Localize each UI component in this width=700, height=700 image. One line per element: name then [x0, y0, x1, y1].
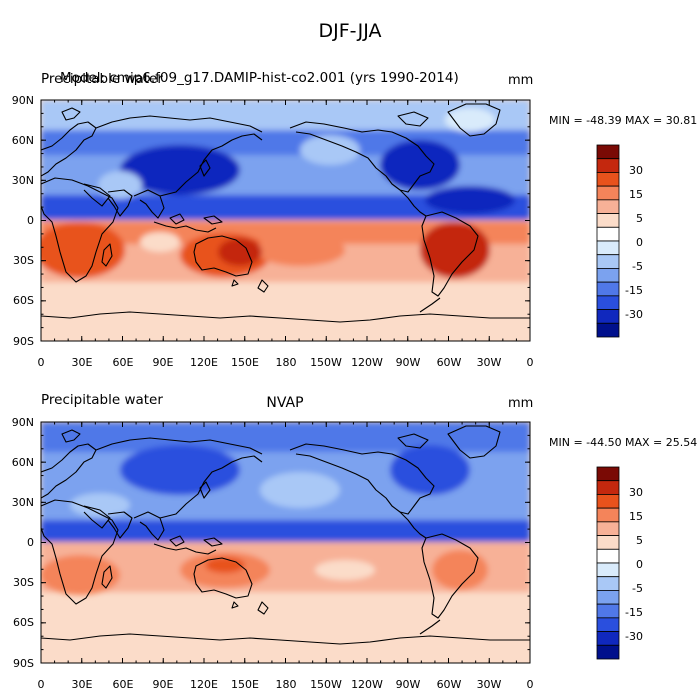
xtick-label: 120E [190, 356, 218, 369]
colorbar-box [596, 268, 620, 283]
colorbar-box [596, 172, 620, 187]
xtick-label: 0 [526, 356, 534, 369]
xtick-label: 60W [436, 356, 462, 369]
colorbar-box [596, 576, 620, 591]
colorbar-box [596, 631, 620, 646]
colorbar-label: 15 [629, 188, 643, 201]
colorbar-box [596, 158, 620, 173]
ytick-label: 90N [11, 94, 34, 107]
colorbar-label: -15 [625, 606, 643, 619]
xtick-label: 180 [275, 678, 297, 691]
ytick-label: 30N [11, 496, 34, 509]
colorbar-label: 0 [636, 236, 643, 249]
colorbar-box [596, 309, 620, 324]
colorbar-label: -5 [632, 582, 643, 595]
colorbar-label: 0 [636, 558, 643, 571]
colorbar-label: -15 [625, 284, 643, 297]
colorbar-box [596, 590, 620, 605]
colorbar-box [596, 548, 620, 564]
xtick-label: 150E [231, 356, 259, 369]
colorbar-label: -30 [625, 308, 643, 321]
ytick-label: 90S [13, 335, 34, 348]
xtick-label: 60W [436, 678, 462, 691]
ytick-label: 60S [13, 294, 34, 307]
colorbar-box [596, 480, 620, 495]
ytick-label: 0 [27, 536, 34, 549]
xtick-label: 90E [152, 678, 174, 691]
colorbar-label: 30 [629, 164, 643, 177]
colorbar-box [596, 535, 620, 550]
colorbar-box [596, 644, 620, 660]
colorbar-box [596, 281, 620, 297]
bottom-panel-min: MIN = -44.50 [549, 436, 622, 449]
colorbar-box [596, 494, 620, 509]
colorbar-box [596, 226, 620, 242]
top-map-field [41, 100, 530, 341]
xtick-label: 0 [37, 678, 45, 691]
xtick-label: 60E [112, 678, 134, 691]
colorbar-box [596, 295, 620, 310]
bottom-panel-left-label: Precipitable water [41, 392, 163, 408]
colorbar-box [596, 185, 620, 201]
colorbar-box [596, 617, 620, 632]
colorbar-label: 30 [629, 486, 643, 499]
figure-title: DJF-JJA [318, 20, 382, 42]
bottom-panel-units: mm [508, 396, 534, 411]
xtick-label: 0 [526, 678, 534, 691]
xtick-label: 30E [71, 356, 93, 369]
colorbar-box [596, 240, 620, 256]
ytick-label: 60N [11, 134, 34, 147]
xtick-label: 60E [112, 356, 134, 369]
colorbar-box [596, 562, 620, 578]
xtick-label: 150W [310, 356, 342, 369]
xtick-label: 90E [152, 356, 174, 369]
xtick-label: 30W [476, 356, 502, 369]
ytick-label: 60N [11, 456, 34, 469]
colorbar-box [596, 521, 620, 536]
colorbar-box [596, 254, 620, 269]
ytick-label: 30S [13, 254, 34, 267]
xtick-label: 90W [395, 678, 421, 691]
colorbar-box [596, 199, 620, 214]
colorbar-box [596, 507, 620, 523]
ytick-label: 30N [11, 174, 34, 187]
xtick-label: 30W [476, 678, 502, 691]
colorbar-box [596, 466, 620, 482]
colorbar-label: 5 [636, 534, 643, 547]
bottom-map-field [41, 422, 530, 663]
xtick-label: 0 [37, 356, 45, 369]
ytick-label: 90S [13, 657, 34, 670]
xtick-label: 150E [231, 678, 259, 691]
colorbar-box [596, 213, 620, 228]
top-panel-max: MAX = 30.81 [625, 114, 698, 127]
bottom-panel-center-label: NVAP [266, 395, 304, 411]
ytick-label: 30S [13, 576, 34, 589]
xtick-label: 150W [310, 678, 342, 691]
bottom-panel-max: MAX = 25.54 [625, 436, 698, 449]
xtick-label: 90W [395, 356, 421, 369]
top-panel-center-label: Model: cmip6.f09_g17.DAMIP-hist-co2.001 … [60, 70, 459, 86]
colorbar-label: -5 [632, 260, 643, 273]
colorbar-label: -30 [625, 630, 643, 643]
top-panel-units: mm [508, 73, 534, 88]
xtick-label: 30E [71, 678, 93, 691]
top-panel-min: MIN = -48.39 [549, 114, 622, 127]
xtick-label: 120E [190, 678, 218, 691]
colorbar-box [596, 603, 620, 619]
colorbar-box [596, 322, 620, 338]
ytick-label: 60S [13, 616, 34, 629]
top-panel-left-label: Precipitable water [41, 71, 163, 87]
colorbar-label: 5 [636, 212, 643, 225]
ytick-label: 0 [27, 214, 34, 227]
colorbar-box [596, 144, 620, 160]
xtick-label: 180 [275, 356, 297, 369]
xtick-label: 120W [351, 678, 383, 691]
xtick-label: 120W [351, 356, 383, 369]
ytick-label: 90N [11, 416, 34, 429]
colorbar-label: 15 [629, 510, 643, 523]
